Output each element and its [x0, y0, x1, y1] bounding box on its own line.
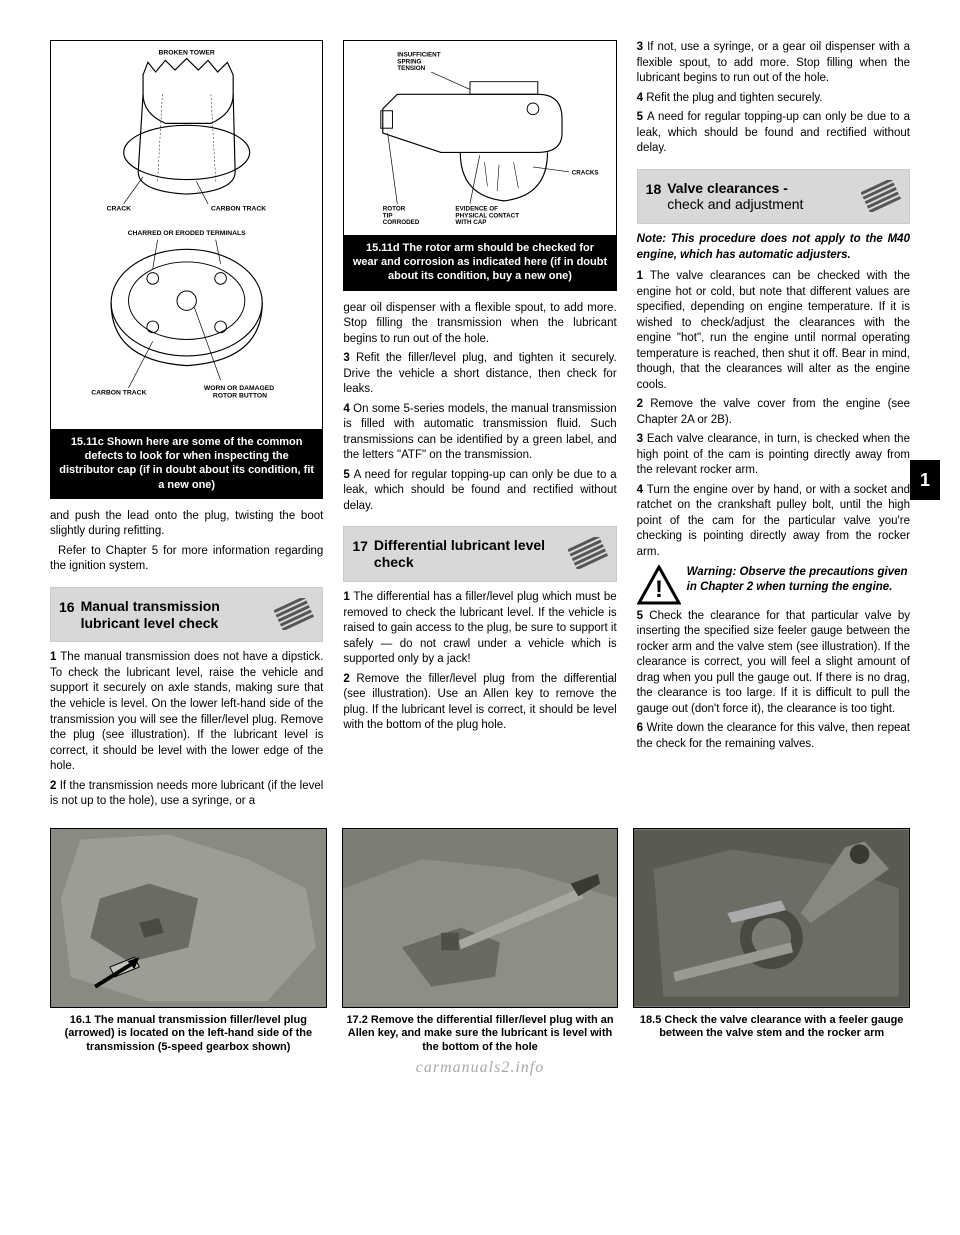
section-18-box: 18 Valve clearances - check and adjustme…: [637, 169, 910, 225]
col3-p9: 6 Write down the clearance for this valv…: [637, 721, 910, 752]
photo-1-caption: 16.1 The manual transmission filler/leve…: [50, 1014, 327, 1055]
rotor-arm-illustration: INSUFFICIENT SPRING TENSION CRACKS: [344, 41, 615, 235]
col3-p2: 4 Refit the plug and tighten securely.: [637, 91, 910, 107]
col3-p3: 5 A need for regular topping-up can only…: [637, 110, 910, 157]
col2-p4: 5 A need for regular topping-up can only…: [343, 468, 616, 515]
col3-p1: 3 If not, use a syringe, or a gear oil d…: [637, 40, 910, 87]
label-broken-tower: BROKEN TOWER: [159, 50, 215, 57]
warning-block: ! Warning: Observe the precautions given…: [637, 565, 910, 605]
section-16-num: 16: [59, 598, 75, 617]
col2-p3: 4 On some 5-series models, the manual tr…: [343, 402, 616, 464]
photo-1-item: 16.1 The manual transmission filler/leve…: [50, 828, 327, 1055]
col3-p7: 4 Turn the engine over by hand, or with …: [637, 483, 910, 561]
figure-cap-defects-caption: 15.11c Shown here are some of the common…: [51, 429, 322, 498]
svg-text:!: !: [655, 576, 663, 603]
col3-p6: 3 Each valve clearance, in turn, is chec…: [637, 432, 910, 479]
photo-3-item: 18.5 Check the valve clearance with a fe…: [633, 828, 910, 1055]
section-17-box: 17 Differential lubricant level check: [343, 526, 616, 582]
photo-2-item: 17.2 Remove the differential filler/leve…: [342, 828, 619, 1055]
col1-p3: 1 The manual transmission does not have …: [50, 650, 323, 774]
label-cracks: CRACKS: [572, 170, 599, 177]
col3-p4: 1 The valve clearances can be checked wi…: [637, 269, 910, 393]
figure-rotor-arm: INSUFFICIENT SPRING TENSION CRACKS: [343, 40, 616, 291]
photo-3-caption: 18.5 Check the valve clearance with a fe…: [633, 1014, 910, 1042]
warning-text: Warning: Observe the precautions given i…: [687, 566, 908, 594]
photo-2-caption: 17.2 Remove the differential filler/leve…: [342, 1014, 619, 1055]
difficulty-icon: [274, 598, 314, 630]
section-18-num: 18: [646, 180, 662, 199]
column-2: INSUFFICIENT SPRING TENSION CRACKS: [343, 40, 616, 814]
col2-p2: 3 Refit the filler/level plug, and tight…: [343, 351, 616, 398]
column-1: BROKEN TOWER CRACK CARBON TRACK CHARRED …: [50, 40, 323, 814]
label-carbon-track: CARBON TRACK: [211, 206, 266, 213]
section-17-num: 17: [352, 537, 368, 556]
difficulty-icon: [568, 537, 608, 569]
col2-p5: 1 The differential has a filler/level pl…: [343, 590, 616, 668]
label-worn: WORN OR DAMAGED ROTOR BUTTON: [204, 385, 276, 400]
col1-p2: Refer to Chapter 5 for more information …: [50, 544, 323, 575]
section-17-title: Differential lubricant level check: [374, 537, 562, 571]
section-18-title: Valve clearances - check and adjustment: [667, 180, 855, 214]
section-16-box: 16 Manual transmission lubricant level c…: [50, 587, 323, 643]
photo-1: [50, 828, 327, 1008]
col1-p1: and push the lead onto the plug, twistin…: [50, 509, 323, 540]
label-crack: CRACK: [107, 206, 132, 213]
warning-icon: !: [637, 565, 681, 605]
figure-rotor-arm-caption: 15.11d The rotor arm should be checked f…: [344, 235, 615, 290]
col2-p6: 2 Remove the filler/level plug from the …: [343, 672, 616, 734]
col2-p1: gear oil dispenser with a flexible spout…: [343, 301, 616, 348]
col1-p4: 2 If the transmission needs more lubrica…: [50, 779, 323, 810]
col3-p8: 5 Check the clearance for that particula…: [637, 609, 910, 718]
chapter-tab: 1: [910, 460, 940, 500]
photo-3: [633, 828, 910, 1008]
watermark: carmanuals2.info: [0, 1059, 960, 1077]
col3-p5: 2 Remove the valve cover from the engine…: [637, 397, 910, 428]
difficulty-icon: [861, 180, 901, 212]
column-3: 3 If not, use a syringe, or a gear oil d…: [637, 40, 910, 814]
label-carbon-track-2: CARBON TRACK: [91, 390, 146, 397]
label-charred: CHARRED OR ERODED TERMINALS: [128, 230, 247, 237]
col3-note: Note: This procedure does not apply to t…: [637, 232, 910, 263]
cap-defects-illustration: BROKEN TOWER CRACK CARBON TRACK CHARRED …: [51, 41, 322, 429]
photo-2: [342, 828, 619, 1008]
figure-cap-defects: BROKEN TOWER CRACK CARBON TRACK CHARRED …: [50, 40, 323, 499]
section-16-title: Manual transmission lubricant level chec…: [81, 598, 269, 632]
photo-row: 16.1 The manual transmission filler/leve…: [50, 828, 910, 1055]
